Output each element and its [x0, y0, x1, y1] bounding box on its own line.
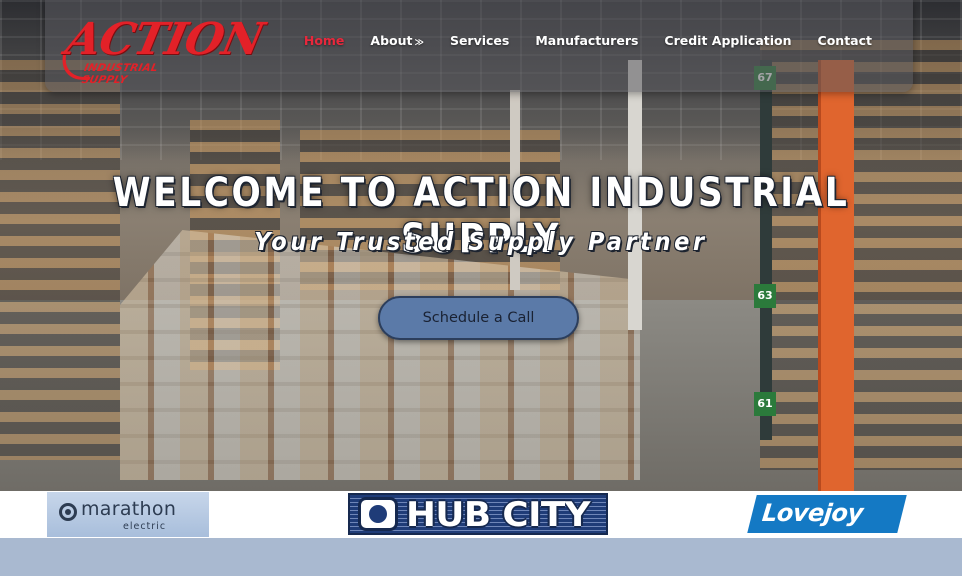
warehouse-pillar [760, 60, 772, 440]
nav-contact[interactable]: Contact [805, 33, 885, 48]
warehouse-rack-left [0, 60, 120, 460]
hero-subtitle: Your Trusted Supply Partner [254, 227, 708, 256]
logo-word: ACTION [61, 14, 268, 65]
nav-services-label: Services [449, 33, 510, 48]
warehouse-rack-right [760, 40, 962, 470]
hub-city-logo[interactable]: HUB CITY [348, 493, 608, 535]
warehouse-pallets [120, 230, 640, 480]
nav-credit-application[interactable]: Credit Application [651, 33, 804, 48]
warehouse-pillar [628, 60, 642, 330]
main-nav: Home About ≫ Services Manufacturers Credi… [291, 33, 885, 48]
hub-city-badge-icon [358, 497, 398, 531]
nav-contact-label: Contact [817, 33, 872, 48]
hub-city-word: HUB CITY [406, 495, 591, 535]
nav-home-label: Home [303, 33, 345, 48]
marathon-sub: electric [123, 521, 167, 532]
nav-credit-application-label: Credit Application [664, 33, 792, 48]
nav-about[interactable]: About ≫ [357, 33, 437, 48]
nav-manufacturers[interactable]: Manufacturers [522, 33, 651, 48]
lovejoy-logo[interactable]: Lovejoy [747, 495, 907, 533]
nav-manufacturers-label: Manufacturers [535, 33, 639, 48]
logo-subtitle: INDUSTRIAL SUPPLY [80, 62, 160, 86]
marathon-word: marathon [81, 498, 177, 520]
nav-services[interactable]: Services [437, 33, 522, 48]
schedule-call-button[interactable]: Schedule a Call [378, 296, 579, 340]
marathon-ring-icon [59, 503, 77, 521]
nav-about-label: About [370, 33, 413, 48]
nav-home[interactable]: Home [291, 33, 358, 48]
brand-strip: marathon electric HUB CITY Lovejoy [0, 491, 962, 538]
marathon-electric-logo[interactable]: marathon electric [47, 492, 209, 537]
site-header: ACTION INDUSTRIAL SUPPLY Home About ≫ Ser… [45, 0, 913, 92]
chevron-down-icon: ≫ [414, 38, 424, 48]
warehouse-orange-column [818, 60, 854, 491]
warehouse-pillar [510, 90, 520, 290]
hero-title: WELCOME TO ACTION INDUSTRIAL SUPPLY [112, 170, 850, 262]
lovejoy-word: Lovejoy [760, 499, 865, 527]
aisle-sign: 61 [754, 392, 776, 416]
page-bottom-band [0, 538, 962, 576]
action-logo[interactable]: ACTION INDUSTRIAL SUPPLY [53, 12, 267, 86]
aisle-sign: 63 [754, 284, 776, 308]
